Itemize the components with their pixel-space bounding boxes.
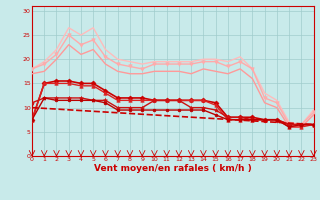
X-axis label: Vent moyen/en rafales ( km/h ): Vent moyen/en rafales ( km/h ) <box>94 164 252 173</box>
